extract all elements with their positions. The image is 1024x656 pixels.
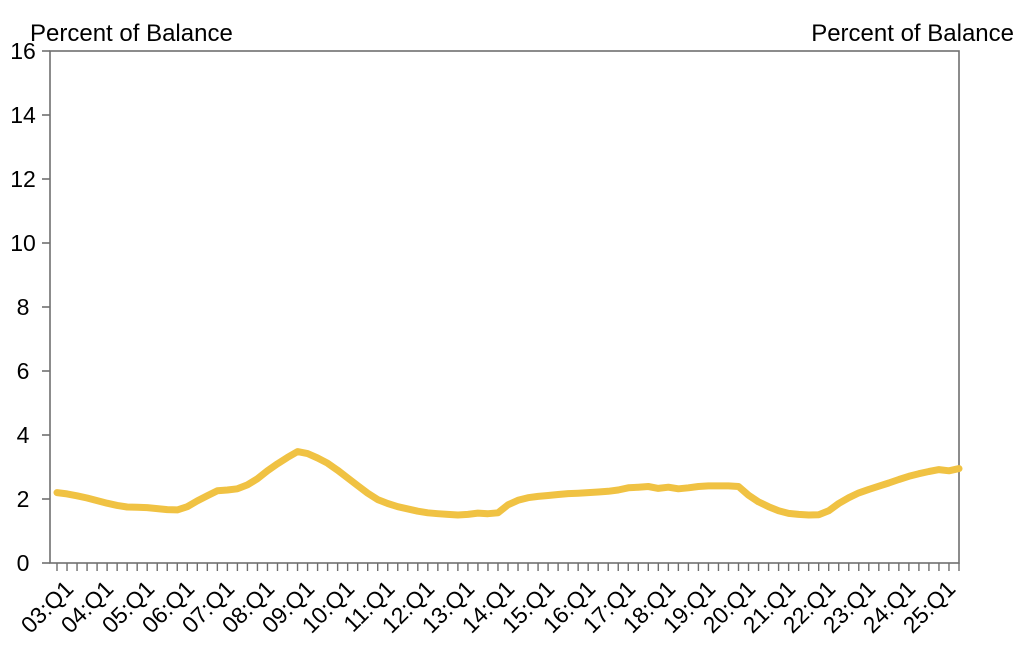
data-line-percent-of-balance (53, 448, 963, 519)
y-tick-label: 10 (10, 230, 36, 256)
y-tick-label: 16 (10, 38, 36, 64)
right-axis-unit-label: Percent of Balance (811, 20, 1014, 47)
y-tick-label: 0 (16, 550, 30, 576)
y-tick-label: 4 (16, 422, 30, 448)
y-tick-label: 14 (10, 102, 36, 128)
left-axis-unit-label: Percent of Balance (30, 20, 233, 47)
y-tick-label: 2 (16, 486, 30, 512)
plot-border (49, 50, 960, 564)
y-tick-label: 8 (16, 294, 30, 320)
y-tick-label: 12 (10, 166, 36, 192)
y-tick-label: 6 (16, 358, 30, 384)
